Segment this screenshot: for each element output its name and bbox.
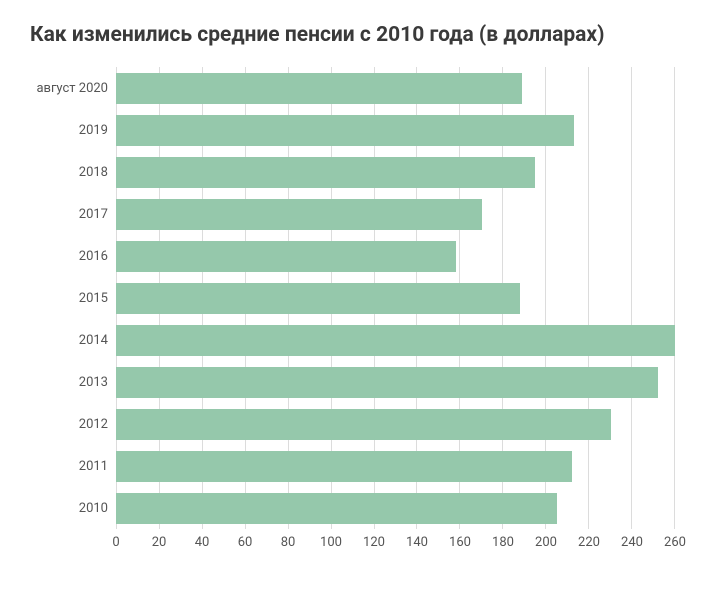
plot-area: август 2020 2019 2018 2017 2016 2015 2014 2013 2… (30, 67, 675, 529)
bar (116, 115, 574, 147)
bars-region (116, 67, 675, 529)
x-axis-tick: 200 (535, 535, 557, 550)
x-axis-tick: 60 (238, 535, 253, 550)
y-axis-label: 2018 (79, 165, 108, 180)
bar (116, 367, 658, 399)
x-axis-tick: 120 (363, 535, 385, 550)
y-axis-label: 2017 (79, 207, 108, 222)
bar (116, 241, 456, 273)
y-axis-label: 2014 (79, 333, 108, 348)
bar-row (116, 235, 675, 277)
x-axis-tick: 220 (578, 535, 600, 550)
bars-group (116, 67, 675, 529)
bar (116, 409, 611, 441)
y-axis-label: 2011 (79, 459, 108, 474)
bar-row (116, 361, 675, 403)
bar-row (116, 277, 675, 319)
bar-row (116, 487, 675, 529)
x-axis-tick: 20 (152, 535, 167, 550)
chart-title: Как изменились средние пенсии с 2010 год… (30, 22, 675, 49)
y-axis-labels: август 2020 2019 2018 2017 2016 2015 2014 2013 2… (30, 67, 116, 529)
x-axis-tick: 140 (406, 535, 428, 550)
y-axis-label: 2015 (79, 291, 108, 306)
x-axis-tick: 160 (449, 535, 471, 550)
bar-row (116, 319, 675, 361)
y-axis-label: август 2020 (36, 81, 108, 96)
x-axis-tick: 180 (492, 535, 514, 550)
bar-row (116, 67, 675, 109)
bar (116, 73, 522, 105)
y-axis-label: 2010 (79, 501, 108, 516)
x-axis-tick: 260 (664, 535, 686, 550)
y-axis-label: 2016 (79, 249, 108, 264)
bar (116, 157, 535, 189)
x-axis-tick: 100 (320, 535, 342, 550)
y-axis-label: 2019 (79, 123, 108, 138)
x-axis-labels: 020406080100120140160180200220240260 (116, 535, 675, 555)
bar (116, 325, 675, 357)
bar-row (116, 151, 675, 193)
bar-row (116, 445, 675, 487)
chart-container: Как изменились средние пенсии с 2010 год… (0, 0, 705, 612)
y-axis-label: 2013 (79, 375, 108, 390)
bar-row (116, 193, 675, 235)
x-axis-tick: 80 (281, 535, 296, 550)
bar (116, 493, 557, 525)
bar (116, 283, 520, 315)
x-axis-tick: 240 (621, 535, 643, 550)
y-axis-label: 2012 (79, 417, 108, 432)
x-axis-tick: 40 (195, 535, 210, 550)
bar-row (116, 109, 675, 151)
x-axis-tick: 0 (112, 535, 119, 550)
bar-row (116, 403, 675, 445)
bar (116, 451, 572, 483)
bar (116, 199, 482, 231)
